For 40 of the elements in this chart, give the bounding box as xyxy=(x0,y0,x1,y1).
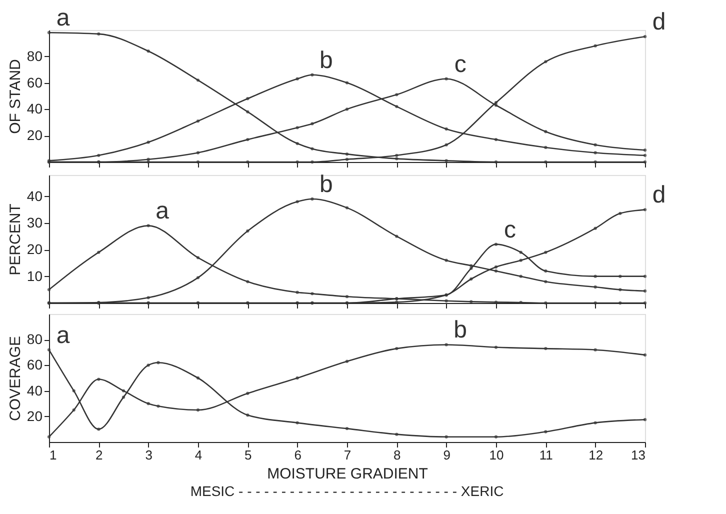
x-tick-label: 3 xyxy=(145,448,152,462)
y-tick-label: 10 xyxy=(26,268,43,284)
y-tick-label: 30 xyxy=(26,214,43,230)
x-tick-label: 10 xyxy=(489,448,504,462)
series-label: a xyxy=(56,322,70,349)
x-tick-label: 5 xyxy=(244,448,252,462)
y-tick-label: 20 xyxy=(26,127,43,144)
series-label: d xyxy=(652,182,666,209)
x-tick-label: 7 xyxy=(344,448,352,462)
x-tick-label: 9 xyxy=(443,448,450,462)
y-tick-label: 40 xyxy=(26,188,43,204)
y-tick-label: 40 xyxy=(26,100,43,117)
y-axis-title: PERCENT xyxy=(6,204,24,276)
y-tick-label: 20 xyxy=(26,241,43,258)
series-label: b xyxy=(320,171,333,198)
y-tick-label: 40 xyxy=(26,382,43,398)
y-axis-title: OF STAND xyxy=(6,58,24,134)
y-tick-label: 80 xyxy=(26,48,43,64)
x-tick-label: 1 xyxy=(50,448,57,462)
series-label: c xyxy=(504,216,516,244)
y-tick-label: 80 xyxy=(26,331,43,348)
series-label: c xyxy=(454,50,466,78)
x-tick-label: 2 xyxy=(96,448,103,462)
x-axis-title: MOISTURE GRADIENT xyxy=(267,466,428,482)
y-tick-label: 60 xyxy=(26,356,43,373)
series-label: d xyxy=(652,8,666,36)
series-label: a xyxy=(156,198,170,225)
x-tick-label: 4 xyxy=(194,448,202,462)
series-label: a xyxy=(56,4,70,32)
text: MESIC - - - - - - - - - - - - - - - - - - - - - - - - - - XERIC xyxy=(190,483,504,499)
x-tick-label: 11 xyxy=(539,448,553,462)
x-tick-label: 8 xyxy=(394,448,401,462)
y-tick-label: 20 xyxy=(26,408,43,424)
y-axis-title: COVERAGE xyxy=(6,336,24,422)
x-tick-label: 13 xyxy=(631,448,646,462)
series-label: b xyxy=(320,46,333,74)
series-label: b xyxy=(454,316,468,344)
y-tick-label: 60 xyxy=(26,74,43,90)
x-tick-label: 12 xyxy=(588,448,604,462)
x-tick-label: 6 xyxy=(294,448,302,462)
